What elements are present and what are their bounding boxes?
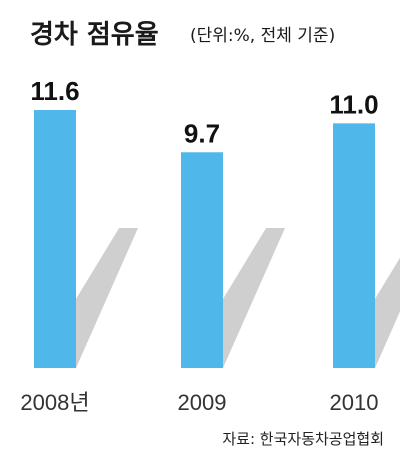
source-note: 자료: 한국자동차공업협회 [222, 430, 384, 448]
x-tick-label-1: 2009 [178, 390, 227, 415]
x-tick-label-0: 2008년 [20, 390, 89, 415]
value-label-0: 11.6 [30, 76, 79, 106]
bars [34, 110, 375, 369]
chart-subtitle: (단위:%, 전체 기준) [190, 26, 336, 46]
bar-0 [34, 110, 76, 368]
bar-2 [333, 123, 375, 369]
chart-title: 경차 점유율 [30, 20, 159, 50]
x-tick-label-2: 2010 [330, 390, 379, 415]
bar-1 [181, 152, 223, 368]
x-tick-labels: 2008년 2009 2010 [20, 390, 378, 415]
value-label-2: 11.0 [329, 89, 378, 119]
value-label-1: 9.7 [184, 118, 220, 148]
value-labels: 11.6 9.7 11.0 [30, 76, 378, 148]
